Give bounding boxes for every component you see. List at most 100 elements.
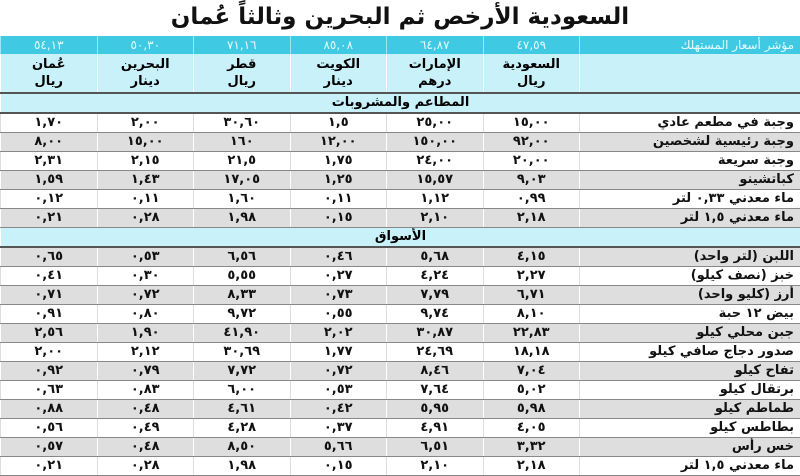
- price-cell: ٥,٦٦: [290, 438, 387, 457]
- price-cell: ٠,٤١: [1, 267, 98, 286]
- price-cell: ١,٧٠: [1, 113, 98, 133]
- price-cell: ٠,٥٧: [1, 438, 98, 457]
- price-cell: ١٥,٠٠: [97, 133, 194, 152]
- country-name: قطر: [200, 56, 284, 73]
- price-cell: ٥,٦٨: [387, 247, 484, 267]
- price-cell: ١,٩٠: [97, 324, 194, 343]
- price-cell: ٢,١٨: [483, 457, 580, 476]
- price-cell: ٠,٧١: [1, 286, 98, 305]
- price-cell: ٢,١٥: [97, 152, 194, 171]
- price-cell: ٠,٨٨: [1, 400, 98, 419]
- price-cell: ٥,٠٢: [483, 381, 580, 400]
- price-cell: ١٥,٥٧: [387, 171, 484, 190]
- blank-header-cell: [580, 54, 800, 93]
- price-cell: ٢٤,٠٠: [387, 152, 484, 171]
- price-cell: ١,٥٩: [1, 171, 98, 190]
- section-header: الأسواق: [1, 228, 800, 248]
- item-label: وجبة رئيسية لشخصين: [580, 133, 800, 152]
- price-cell: ٠,١٢: [1, 190, 98, 209]
- index-value: ٥٠,٣٠: [97, 36, 194, 54]
- currency: ريال: [200, 73, 284, 90]
- item-label: صدور دجاج صافي كيلو: [580, 343, 800, 362]
- price-cell: ٠,٤٩: [97, 419, 194, 438]
- price-cell: ١,٦٠: [194, 190, 291, 209]
- price-cell: ١,٤٣: [97, 171, 194, 190]
- price-cell: ٠,٤٦: [290, 247, 387, 267]
- currency: درهم: [393, 73, 477, 90]
- price-cell: ٤,٠٥: [483, 419, 580, 438]
- price-cell: ٢,٥٦: [1, 324, 98, 343]
- item-label: كباتشينو: [580, 171, 800, 190]
- price-cell: ٠,٢١: [1, 457, 98, 476]
- item-label: بطاطس كيلو: [580, 419, 800, 438]
- price-cell: ٠,٢٧: [290, 267, 387, 286]
- price-cell: ١,٥: [290, 113, 387, 133]
- index-label: مؤشر أسعار المستهلك: [580, 36, 800, 54]
- price-cell: ٠,٥٦: [1, 419, 98, 438]
- price-cell: ٦,٠٠: [194, 381, 291, 400]
- price-cell: ٤,٢٨: [194, 419, 291, 438]
- price-cell: ٤,٩١: [387, 419, 484, 438]
- price-cell: ٠,٧٢: [97, 286, 194, 305]
- country-name: عُمان: [7, 56, 91, 73]
- price-cell: ١,٩٨: [194, 209, 291, 228]
- item-label: خبز (نصف كيلو): [580, 267, 800, 286]
- price-cell: ٠,٧٩: [97, 362, 194, 381]
- index-value: ٤٧,٥٩: [483, 36, 580, 54]
- price-cell: ٠,٢٨: [97, 209, 194, 228]
- price-cell: ٥,٩٨: [483, 400, 580, 419]
- price-cell: ٢,٠٠: [97, 113, 194, 133]
- item-label: بيض ١٢ حبة: [580, 305, 800, 324]
- price-cell: ٠,١١: [97, 190, 194, 209]
- item-label: جبن محلي كيلو: [580, 324, 800, 343]
- item-label: اللبن (لتر واحد): [580, 247, 800, 267]
- price-cell: ٣,٣٢: [483, 438, 580, 457]
- section-title: الأسواق: [1, 228, 800, 248]
- price-cell: ٨,١٠: [483, 305, 580, 324]
- price-cell: ٧,٧٩: [387, 286, 484, 305]
- price-cell: ٠,٥٥: [290, 305, 387, 324]
- price-cell: ٢٠,٠٠: [483, 152, 580, 171]
- price-cell: ١٢,٠٠: [290, 133, 387, 152]
- item-label: ماء معدني ١,٥ لتر: [580, 457, 800, 476]
- price-cell: ٤,١٥: [483, 247, 580, 267]
- country-name: السعودية: [490, 56, 574, 73]
- currency: ريال: [7, 73, 91, 90]
- price-cell: ٠,٧٢: [290, 362, 387, 381]
- item-label: طماطم كيلو: [580, 400, 800, 419]
- price-cell: ٠,٢١: [1, 209, 98, 228]
- price-cell: ٠,٧٣: [290, 286, 387, 305]
- price-cell: ٢,٠٠: [1, 343, 98, 362]
- price-cell: ٢,٠٢: [290, 324, 387, 343]
- price-cell: ٩٢,٠٠: [483, 133, 580, 152]
- price-cell: ٨,٤٦: [387, 362, 484, 381]
- item-label: تفاح كيلو: [580, 362, 800, 381]
- price-cell: ٢,٢٧: [483, 267, 580, 286]
- price-cell: ٠,٨٠: [97, 305, 194, 324]
- price-cell: ٠,٦٥: [1, 247, 98, 267]
- price-cell: ١,٢٥: [290, 171, 387, 190]
- item-label: أرز (كليو واحد): [580, 286, 800, 305]
- price-cell: ٠,١٥: [290, 209, 387, 228]
- price-cell: ٠,٣٧: [290, 419, 387, 438]
- price-cell: ٢٤,٦٩: [387, 343, 484, 362]
- price-cell: ٨,٣٣: [194, 286, 291, 305]
- price-cell: ٠,٦٣: [1, 381, 98, 400]
- index-value: ٦٤,٨٧: [387, 36, 484, 54]
- country-name: الإمارات: [393, 56, 477, 73]
